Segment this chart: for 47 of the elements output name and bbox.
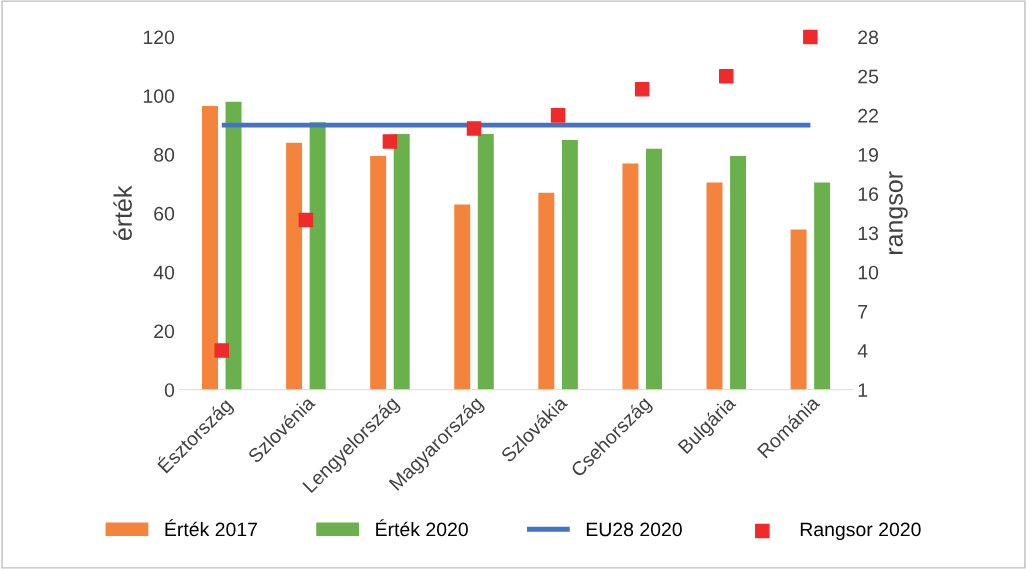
legend-label: Rangsor 2020 — [800, 522, 921, 541]
bar — [454, 204, 471, 390]
point — [214, 343, 230, 358]
legend-label: Érték 2017 — [165, 519, 257, 537]
bar — [477, 134, 494, 390]
y2-tick-label: 28 — [858, 30, 879, 45]
y2-tick-label: 22 — [858, 108, 878, 123]
y2-tick-label: 19 — [858, 148, 878, 162]
point — [634, 81, 650, 97]
point — [550, 108, 566, 123]
y-tick-label: 0 — [164, 383, 175, 397]
bar — [225, 101, 242, 390]
y2-tick-label: 7 — [858, 305, 868, 319]
y-tick-label: 100 — [143, 89, 175, 104]
bar — [790, 229, 807, 390]
y-axis-title: érték — [113, 185, 132, 241]
y-tick-label: 20 — [154, 324, 175, 339]
point — [382, 134, 398, 149]
y2-tick-label: 25 — [858, 69, 879, 84]
bar — [814, 182, 831, 390]
point — [466, 121, 482, 136]
legend-label: EU28 2020 — [586, 522, 682, 537]
bar — [370, 156, 387, 390]
bar — [730, 156, 747, 390]
bar — [706, 182, 723, 390]
point — [718, 68, 734, 84]
bar — [202, 106, 218, 390]
y2-tick-label: 1 — [858, 383, 868, 397]
y-tick-label: 120 — [143, 30, 175, 45]
y2-axis-title: rangsor — [889, 171, 908, 255]
y2-tick-label: 10 — [858, 265, 879, 280]
bar — [538, 192, 555, 390]
y2-tick-label: 13 — [858, 226, 879, 241]
legend-label: Érték 2020 — [376, 519, 468, 537]
bar — [393, 134, 410, 390]
y-tick-label: 60 — [154, 206, 175, 221]
y2-tick-label: 16 — [858, 187, 879, 202]
bar — [286, 142, 303, 390]
point — [298, 212, 314, 228]
y-tick-label: 40 — [153, 265, 175, 280]
y2-tick-label: 4 — [857, 344, 868, 358]
bar — [622, 163, 639, 390]
y-tick-label: 80 — [154, 148, 175, 162]
point — [803, 29, 818, 45]
bar — [309, 122, 326, 390]
bar — [561, 139, 578, 390]
bar — [645, 148, 662, 390]
